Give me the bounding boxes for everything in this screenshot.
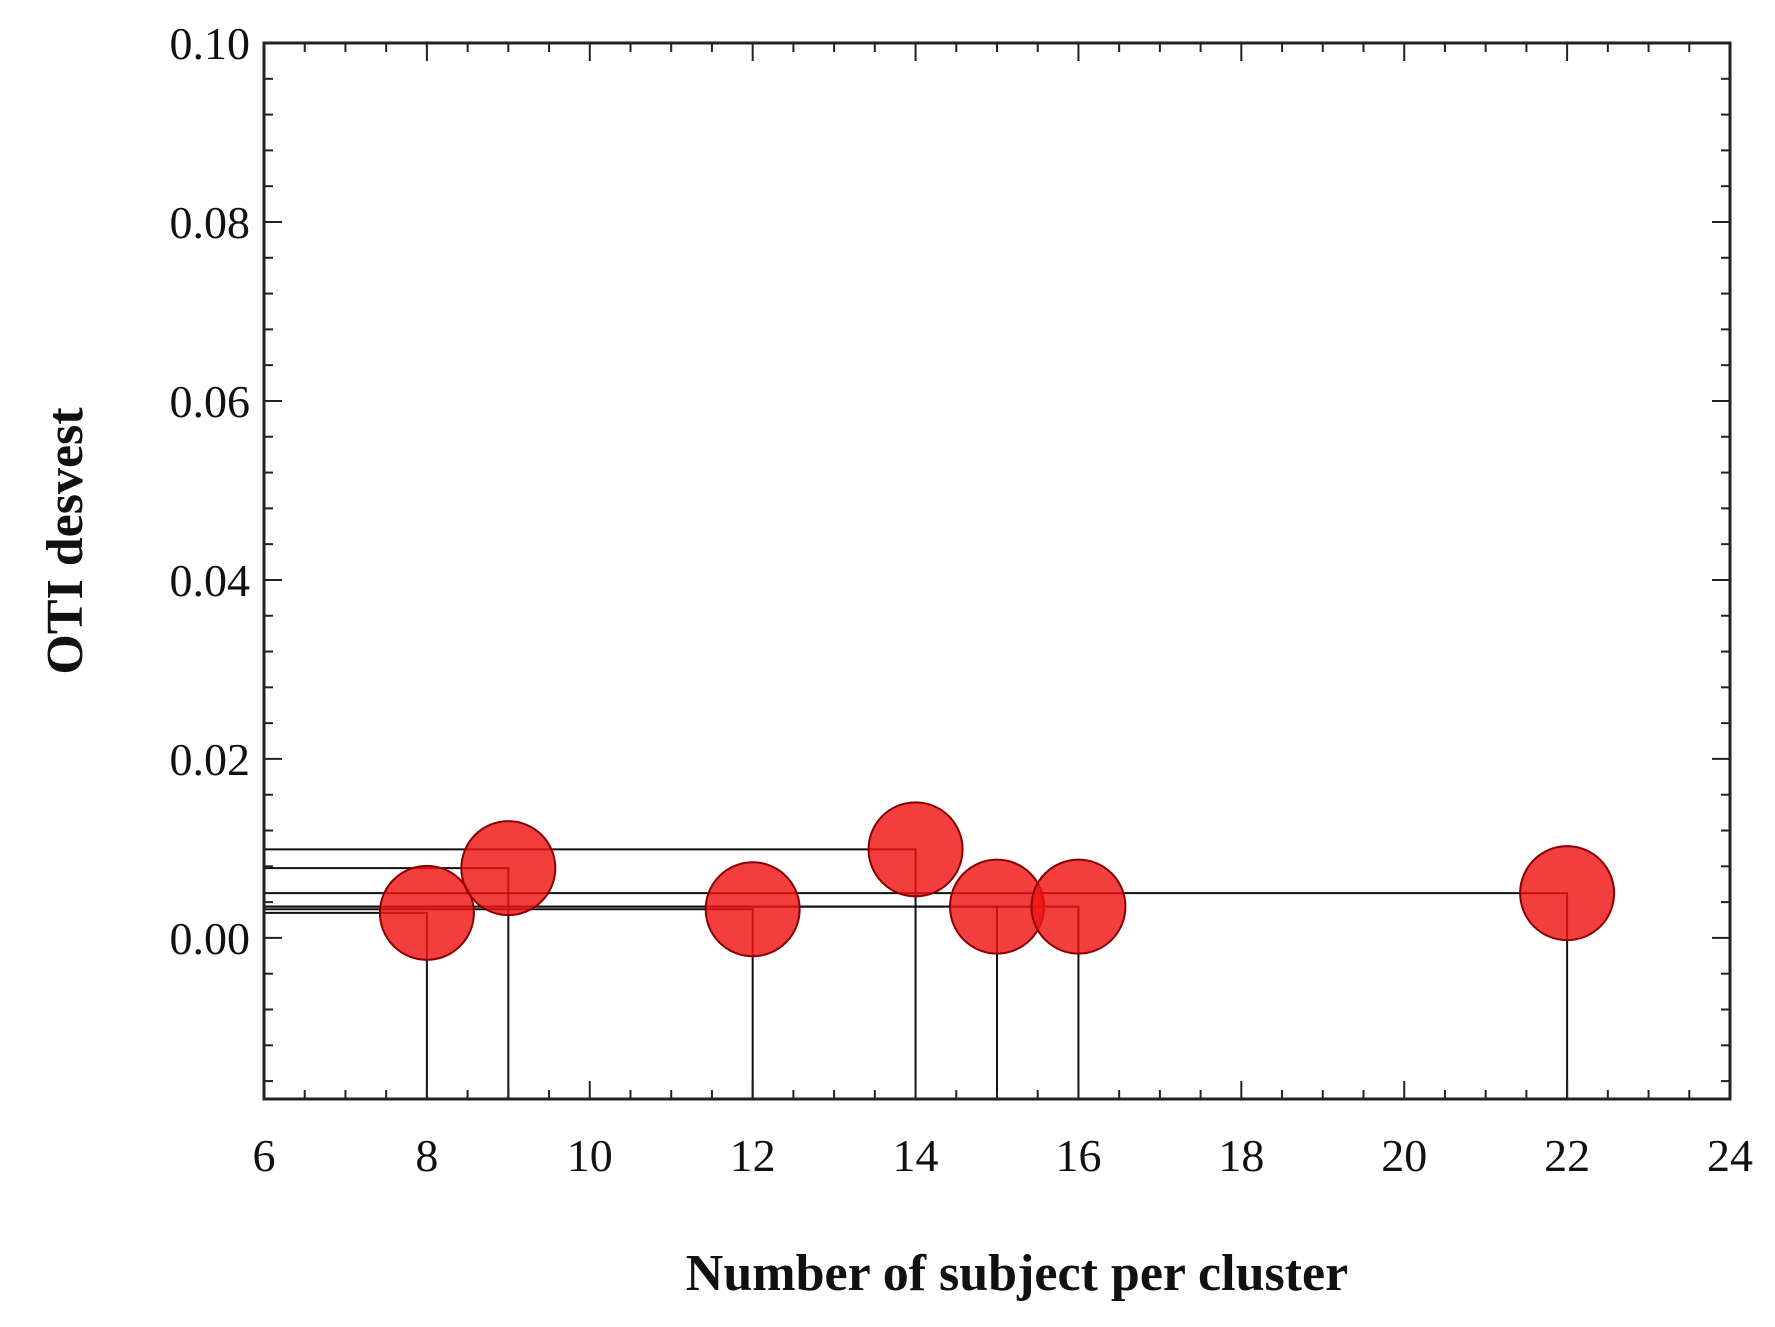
- drop-line: [264, 905, 998, 1099]
- x-tick-label: 12: [730, 1130, 776, 1181]
- y-tick-labels: 0.00 0.02 0.04 0.06 0.08 0.10: [170, 18, 251, 964]
- data-point: [378, 864, 475, 961]
- y-tick-label: 0.00: [170, 913, 251, 964]
- x-tick-label: 8: [415, 1130, 438, 1181]
- y-axis-title: OTI desvest: [37, 407, 94, 675]
- y-tick-label: 0.02: [170, 734, 251, 785]
- x-tick-label: 20: [1381, 1130, 1427, 1181]
- y-tick-label: 0.04: [170, 555, 251, 606]
- x-tick-label: 10: [567, 1130, 613, 1181]
- plot-frame: [262, 41, 1732, 1101]
- x-tick-labels: 6 8 10 12 14 16 18 20 22 24: [253, 1130, 1754, 1181]
- data-point: [1519, 845, 1616, 942]
- data-point: [949, 858, 1045, 955]
- x-tick-label: 14: [893, 1130, 939, 1181]
- drop-line: [264, 848, 917, 1099]
- x-tick-label: 16: [1055, 1130, 1101, 1181]
- x-tick-label: 6: [253, 1130, 276, 1181]
- y-tick-label: 0.08: [170, 197, 251, 248]
- data-point: [867, 801, 964, 898]
- x-tick-label: 22: [1544, 1130, 1590, 1181]
- x-tick-label: 24: [1707, 1130, 1753, 1181]
- x-tick-label: 18: [1218, 1130, 1264, 1181]
- data-point: [1030, 858, 1127, 955]
- data-points: [378, 801, 1616, 961]
- data-point: [704, 861, 801, 958]
- data-point: [460, 820, 557, 917]
- x-axis-title: Number of subject per cluster: [686, 1245, 1348, 1302]
- y-tick-label: 0.06: [170, 376, 251, 427]
- y-tick-label: 0.10: [170, 18, 251, 69]
